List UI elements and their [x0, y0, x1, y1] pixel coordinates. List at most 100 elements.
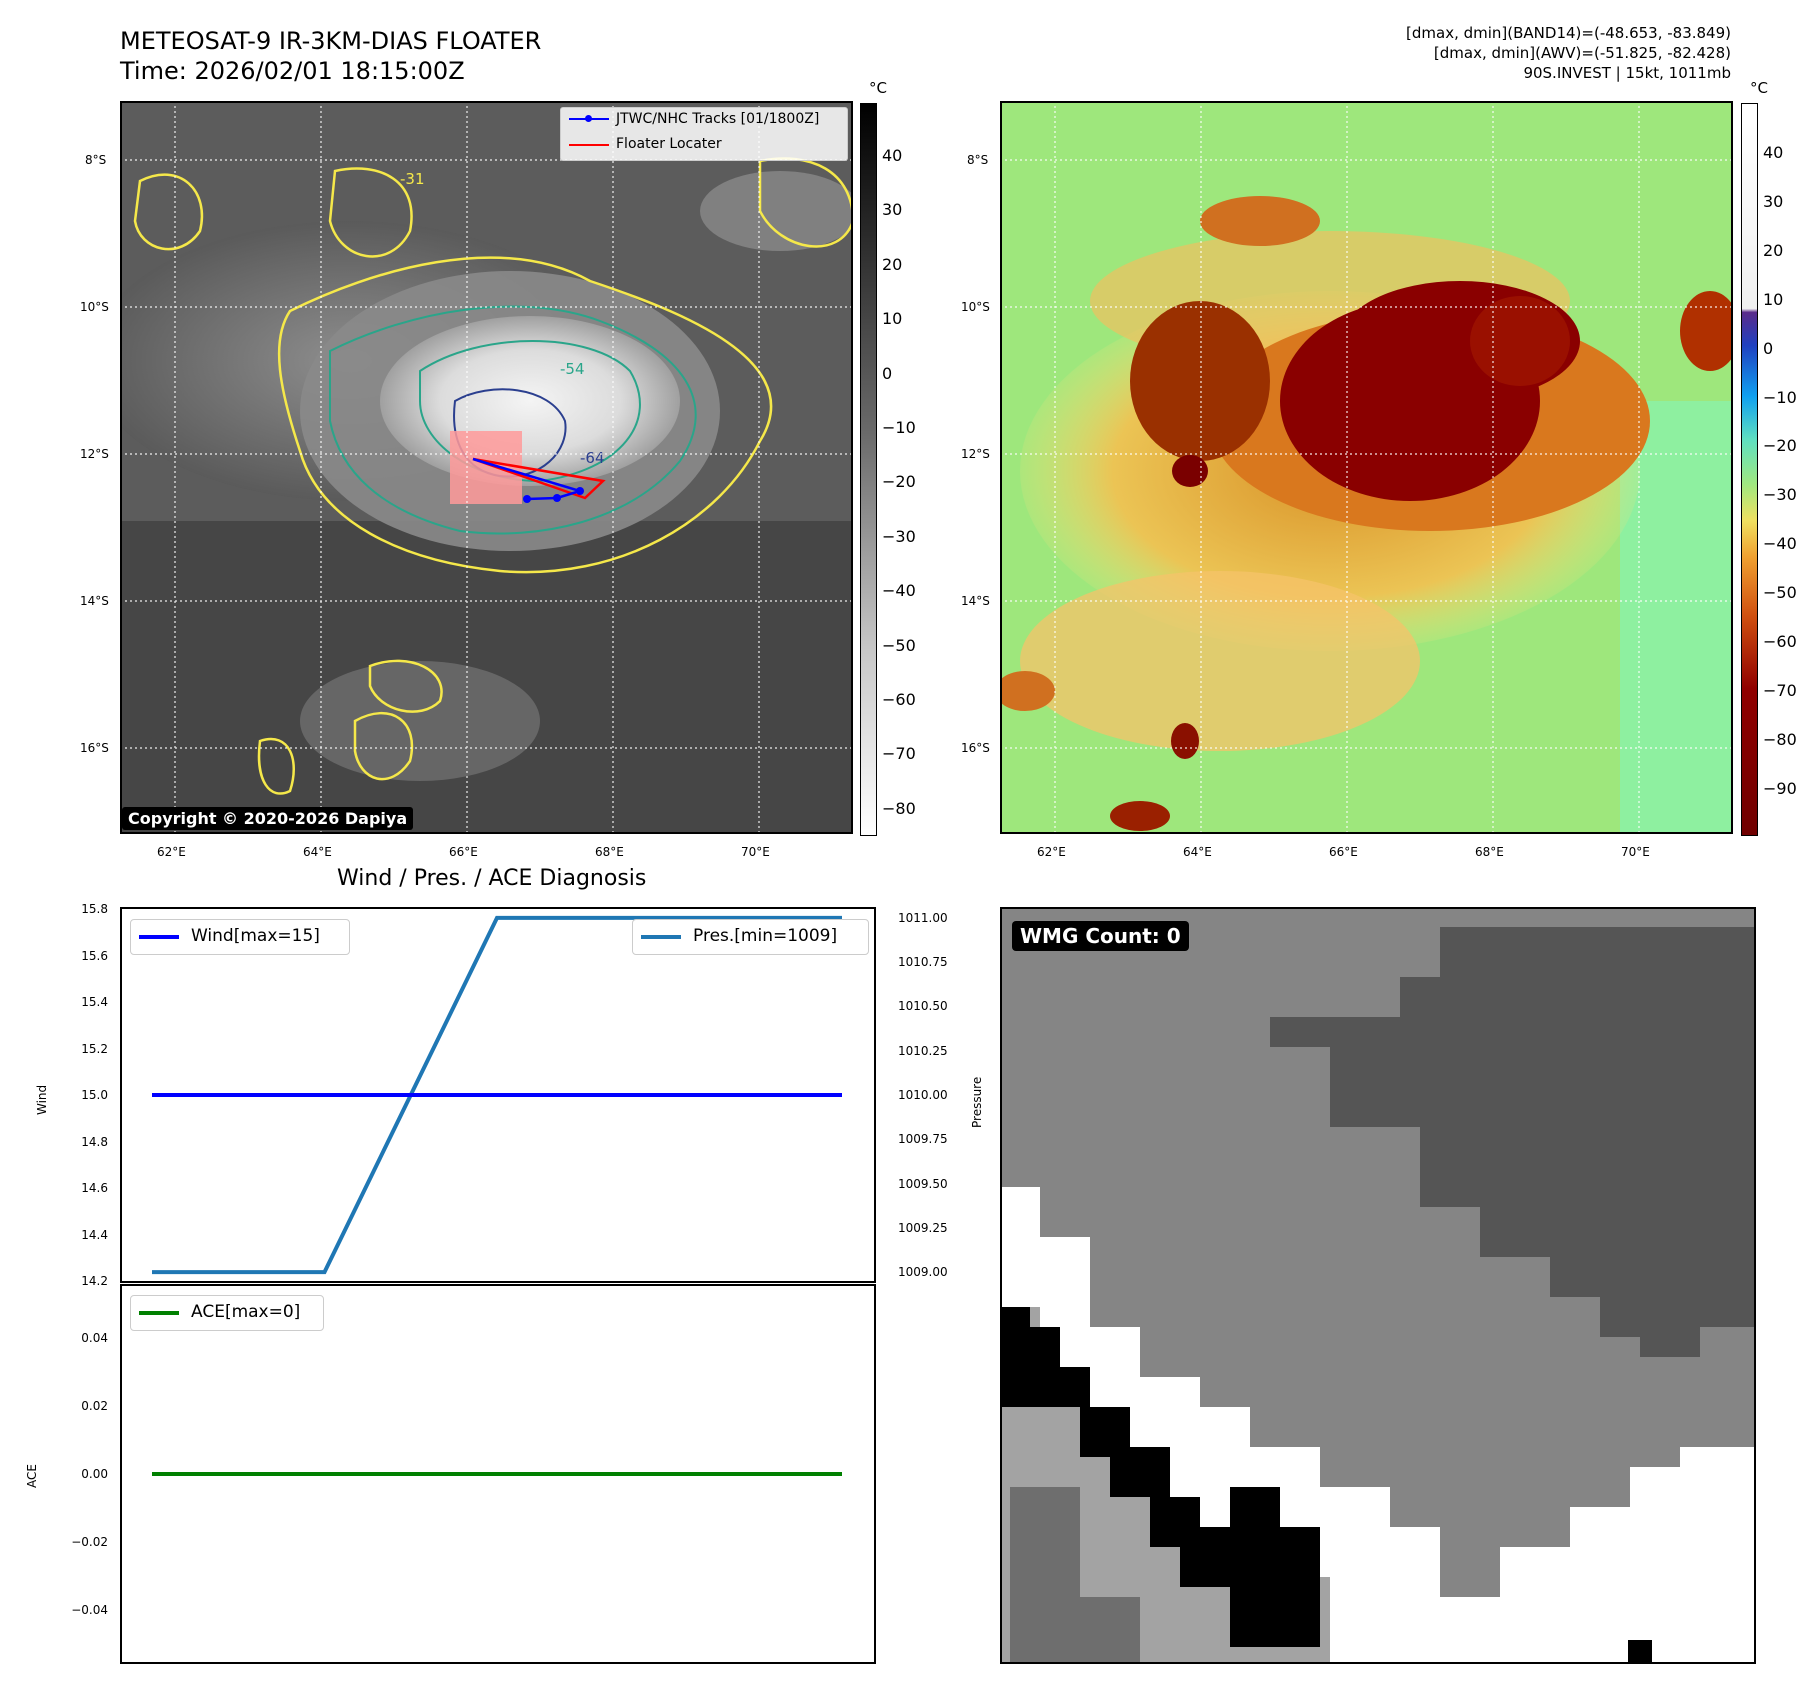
pressure-tick-label: 1010.25 — [898, 1043, 948, 1058]
band14-range: [dmax, dmin](BAND14)=(-48.653, -83.849) — [1406, 24, 1731, 42]
pres-legend-label: Pres.[min=1009] — [693, 926, 838, 946]
pres-legend: Pres.[min=1009] — [632, 919, 869, 955]
ir-legend: JTWC/NHC Tracks [01/1800Z] Floater Locat… — [560, 107, 848, 161]
lat-label: 12°S — [80, 447, 109, 461]
ace-tick-label: −0.02 — [71, 1535, 108, 1549]
storm-info: 90S.INVEST | 15kt, 1011mb — [1523, 64, 1731, 82]
awv-range: [dmax, dmin](AWV)=(-51.825, -82.428) — [1433, 44, 1731, 62]
lon-label: 68°E — [595, 845, 624, 859]
awv-colorbar-tick: 0 — [1763, 338, 1774, 358]
lat-label: 16°S — [961, 741, 990, 755]
ir-colorbar-tick: −70 — [882, 744, 916, 764]
pressure-tick-label: 1009.50 — [898, 1176, 948, 1191]
pressure-tick-label: 1010.75 — [898, 955, 948, 970]
diagnosis-panel: Wind[max=15] Pres.[min=1009] ACE[max=0] — [120, 907, 876, 1664]
awv-colorbar-tick: −90 — [1763, 778, 1797, 798]
lon-label: 62°E — [157, 845, 186, 859]
lon-label: 64°E — [303, 845, 332, 859]
awv-colorbar-tick: −10 — [1763, 387, 1797, 407]
ir-colorbar-tick: 30 — [882, 200, 903, 220]
ir-colorbar — [860, 103, 877, 836]
pressure-tick-label: 1011.00 — [898, 910, 948, 925]
copyright-label: Copyright © 2020-2026 Dapiya — [122, 807, 414, 830]
ace-legend: ACE[max=0] — [130, 1295, 324, 1331]
wmg-region-dark — [1270, 927, 1756, 1357]
wind-tick-label: 14.6 — [81, 1181, 108, 1195]
ir-colorbar-tick: 0 — [882, 363, 893, 383]
contour-label-64: -64 — [580, 449, 605, 467]
awv-colorbar-tick: −70 — [1763, 680, 1797, 700]
pressure-series-line — [152, 915, 842, 1275]
floater-locater-line — [472, 457, 606, 500]
lat-label: 14°S — [80, 594, 109, 608]
awv-colorbar — [1741, 103, 1758, 836]
pressure-tick-label: 1009.00 — [898, 1265, 948, 1280]
wind-tick-label: 14.8 — [81, 1134, 108, 1149]
pressure-tick-label: 1010.00 — [898, 1088, 948, 1102]
awv-map — [995, 101, 1740, 834]
ir-colorbar-tick: −50 — [882, 635, 916, 655]
ace-tick-label: 0.00 — [81, 1467, 108, 1481]
wind-tick-label: 14.4 — [81, 1227, 108, 1242]
pressure-ylabel: Pressure — [970, 1076, 984, 1128]
contour-label-54: -54 — [560, 360, 585, 378]
lon-label: 62°E — [1037, 845, 1066, 859]
pressure-tick-label: 1010.50 — [898, 999, 948, 1014]
ir-colorbar-tick: −60 — [882, 690, 916, 709]
lat-label: 10°S — [961, 300, 990, 314]
wind-tick-label: 15.2 — [81, 1041, 108, 1056]
wind-tick-label: 15.4 — [81, 995, 108, 1009]
ir-colorbar-tick: −30 — [882, 526, 916, 546]
wind-legend-swatch — [139, 935, 179, 939]
ir-colorbar-tick: −10 — [882, 418, 916, 437]
wmg-count-badge: WMG Count: 0 — [1012, 921, 1189, 951]
awv-gridlines — [1000, 101, 1733, 834]
wind-legend: Wind[max=15] — [130, 919, 350, 955]
jtwc-track-line — [472, 457, 585, 501]
ir-gridlines — [120, 101, 853, 834]
floater-locater-area — [450, 431, 522, 504]
lon-label: 66°E — [449, 845, 478, 859]
wind-tick-label: 15.6 — [81, 948, 108, 963]
ace-legend-swatch — [139, 1311, 179, 1315]
wmg-panel: WMG Count: 0 — [1000, 907, 1756, 1664]
lon-label: 66°E — [1329, 845, 1358, 859]
track-point — [553, 494, 561, 502]
wmg-region-black-small — [1628, 1640, 1652, 1664]
chart-time: Time: 2026/02/01 18:15:00Z — [120, 57, 465, 85]
contour-label-31: -31 — [400, 170, 425, 188]
ace-tick-label: 0.02 — [81, 1399, 108, 1413]
ir-colorbar-tick: 40 — [882, 146, 903, 165]
locater-legend-swatch — [569, 144, 609, 146]
ir-map: -31 -54 -64 — [90, 101, 860, 834]
lat-label: 14°S — [961, 594, 990, 608]
awv-colorbar-unit: °C — [1750, 79, 1768, 97]
awv-colorbar-tick: −60 — [1763, 632, 1797, 651]
chart-title: METEOSAT-9 IR-3KM-DIAS FLOATER — [120, 27, 542, 55]
awv-colorbar-tick: −20 — [1763, 436, 1797, 456]
awv-colorbar-tick: −80 — [1763, 729, 1797, 749]
locater-legend-label: Floater Locater — [616, 136, 722, 152]
awv-colorbar-tick: 10 — [1763, 289, 1784, 309]
ir-colorbar-tick: −40 — [882, 581, 916, 601]
ace-legend-label: ACE[max=0] — [191, 1302, 301, 1322]
awv-colorbar-tick: 40 — [1763, 143, 1784, 162]
track-point — [523, 495, 531, 503]
diagnosis-chart — [120, 907, 876, 1664]
track-legend-marker — [585, 115, 592, 122]
wind-tick-label: 15.0 — [81, 1088, 108, 1102]
awv-colorbar-tick: 30 — [1763, 191, 1784, 211]
ir-map-panel: -31 -54 -64 JTWC/NHC Tracks [01/1800Z] F… — [90, 101, 860, 834]
lat-label: 12°S — [961, 447, 990, 461]
diagnosis-title: Wind / Pres. / ACE Diagnosis — [337, 866, 647, 891]
lat-label: 8°S — [967, 153, 989, 167]
awv-colorbar-tick: −40 — [1763, 534, 1797, 554]
lon-label: 70°E — [741, 845, 770, 859]
ir-colorbar-tick: 10 — [882, 309, 903, 329]
lat-label: 10°S — [80, 300, 109, 314]
wmg-region-shade — [1010, 1487, 1140, 1664]
awv-colorbar-tick: 20 — [1763, 240, 1784, 260]
ir-colorbar-unit: °C — [869, 79, 887, 97]
pressure-tick-label: 1009.75 — [898, 1132, 948, 1147]
track-legend-label: JTWC/NHC Tracks [01/1800Z] — [616, 111, 820, 127]
